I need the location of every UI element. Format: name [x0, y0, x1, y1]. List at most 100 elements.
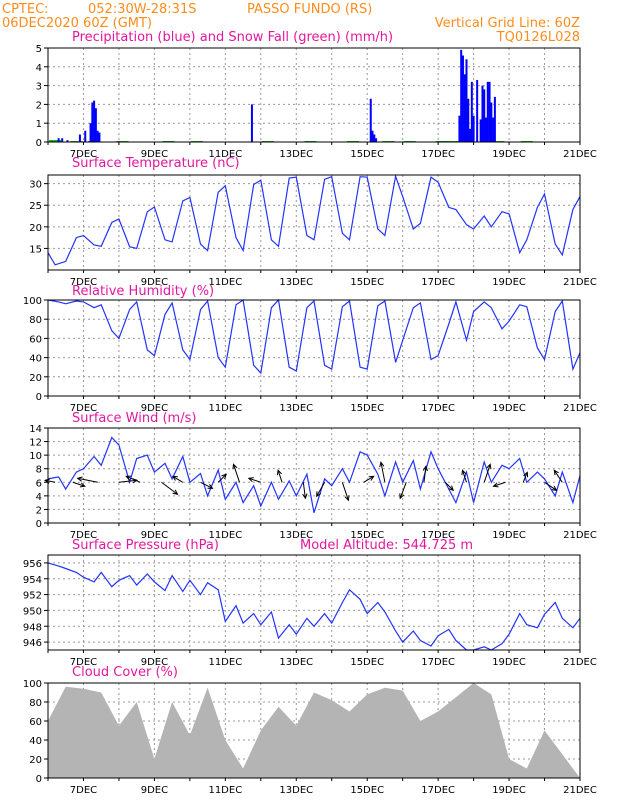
precip-bar	[458, 115, 461, 142]
wind-vector	[380, 462, 386, 483]
humidity-x-tick-label: 21DEC	[563, 403, 597, 414]
pressure-y-tick-label: 950	[23, 606, 42, 617]
humidity-y-tick-label: 20	[29, 373, 42, 384]
wind-vector	[44, 479, 56, 483]
pressure-x-tick-label: 9DEC	[141, 657, 168, 668]
temperature-x-tick-label: 21DEC	[563, 277, 597, 288]
wind-x-tick-label: 21DEC	[563, 530, 597, 541]
pressure-x-tick-label: 15DEC	[350, 657, 384, 668]
wind-x-tick-label: 13DEC	[279, 530, 313, 541]
precip-bar	[488, 81, 491, 142]
wind-vector-head	[379, 461, 385, 468]
header-location: PASSO FUNDO (RS)	[247, 2, 372, 17]
precip-bar	[93, 100, 96, 142]
wind-vector-head	[302, 493, 308, 500]
precip-x-tick-label: 15DEC	[350, 149, 384, 160]
cloud-y-tick-label: 40	[29, 736, 42, 747]
wind-y-tick-label: 2	[36, 505, 42, 516]
pressure-x-tick-label: 21DEC	[563, 657, 597, 668]
wind-vector	[423, 466, 427, 483]
humidity-title: Relative Humidity (%)	[72, 284, 214, 299]
precip-bar	[492, 117, 495, 142]
precip-plot: 0 1 2 3 4 5 7DEC 9DEC 11DEC 13DEC 15DEC 17DEC 19DEC 2…	[36, 44, 597, 160]
precip-bar	[481, 85, 484, 142]
precip-bar	[485, 117, 488, 142]
temperature-y-tick-label: 15	[29, 244, 42, 255]
precip-bar	[78, 134, 81, 142]
wind-vector	[161, 481, 178, 495]
precip-bar	[476, 79, 479, 142]
precip-bar	[460, 49, 463, 142]
precip-bar	[461, 55, 464, 142]
precip-y-tick-label: 4	[36, 63, 42, 74]
wind-vector	[483, 464, 491, 483]
cloud-title: Cloud Cover (%)	[72, 665, 178, 680]
pressure-y-tick-label: 956	[23, 559, 42, 570]
precip-bar	[98, 132, 101, 142]
temperature-x-tick-label: 11DEC	[208, 277, 242, 288]
wind-vector	[462, 470, 467, 483]
wind-vector	[444, 481, 454, 491]
precip-bar	[57, 138, 60, 142]
wind-vector-head	[221, 473, 228, 480]
temperature-x-tick-label: 17DEC	[421, 277, 455, 288]
humidity-x-tick-label: 15DEC	[350, 403, 384, 414]
pressure-y-tick-label: 954	[23, 575, 42, 586]
temperature-x-tick-label: 15DEC	[350, 277, 384, 288]
temperature-x-tick-label: 13DEC	[279, 277, 313, 288]
header-model: TQ0126L028	[496, 30, 580, 45]
precip-bar	[490, 102, 493, 142]
wind-vector-head	[399, 493, 405, 500]
precip-bar	[369, 98, 372, 142]
header-run: 06DEC2020 60Z (GMT)	[2, 16, 152, 31]
wind-y-tick-label: 6	[36, 478, 42, 489]
wind-vector-head	[486, 463, 492, 470]
precip-bar	[486, 81, 489, 142]
header-coords: 052:30W-28:31S	[88, 2, 196, 17]
precip-bar	[250, 104, 253, 142]
humidity-x-tick-label: 11DEC	[208, 403, 242, 414]
humidity-x-tick-label: 19DEC	[492, 403, 526, 414]
precip-title: Precipitation (blue) and Snow Fall (gree…	[72, 30, 393, 45]
precip-y-tick-label: 5	[36, 44, 42, 55]
precip-bar	[373, 134, 376, 142]
wind-vector	[493, 481, 506, 487]
temperature-frame	[47, 174, 581, 271]
cloud-y-tick-label: 0	[36, 774, 42, 785]
wind-vector-head	[422, 465, 428, 472]
cloud-area	[48, 683, 580, 778]
wind-x-tick-label: 11DEC	[208, 530, 242, 541]
precip-y-tick-label: 1	[36, 119, 42, 130]
precip-bar	[89, 123, 92, 142]
wind-vector-head	[461, 469, 467, 476]
humidity-plot: 0 20 40 60 80 100 7DEC 9DEC 11DEC 13DEC 15DEC 17DEC…	[23, 296, 597, 414]
wind-vector	[302, 482, 306, 499]
panel-cloud-cover: Cloud Cover (%) 0 20 40 60 80 100 7DEC 9DEC 11DE…	[23, 665, 597, 796]
wind-frame	[47, 427, 581, 524]
wind-vector-head	[276, 469, 282, 476]
wind-x-tick-label: 19DEC	[492, 530, 526, 541]
panel-pressure: Surface Pressure (hPa) Model Altitude: 5…	[23, 538, 597, 668]
cloud-frame	[47, 682, 581, 779]
precip-x-tick-label: 21DEC	[563, 149, 597, 160]
wind-vector	[77, 477, 98, 483]
humidity-line	[47, 298, 581, 375]
wind-y-tick-label: 4	[36, 492, 42, 503]
cloud-plot: 0 20 40 60 80 100 7DEC 9DEC 11DEC 13DEC 15DEC 17DEC…	[23, 679, 597, 796]
wind-vector-head	[344, 495, 350, 502]
pressure-x-tick-label: 13DEC	[279, 657, 313, 668]
humidity-frame	[47, 299, 581, 397]
temperature-x-tick-label: 9DEC	[141, 277, 168, 288]
wind-vector	[277, 470, 283, 483]
temperature-y-tick-label: 25	[29, 201, 42, 212]
precip-bar	[472, 115, 475, 142]
precip-bar	[91, 102, 94, 142]
temperature-x-tick-label: 7DEC	[70, 277, 97, 288]
precip-bar	[66, 140, 69, 142]
panel-humidity: Relative Humidity (%) 0 20 40 60 80 100 7DEC 9D…	[23, 284, 597, 414]
precip-bar	[61, 138, 64, 142]
precip-bar	[96, 130, 99, 142]
cloud-x-tick-label: 19DEC	[492, 785, 526, 796]
pressure-x-tick-label: 7DEC	[70, 657, 97, 668]
cloud-x-tick-label: 15DEC	[350, 785, 384, 796]
